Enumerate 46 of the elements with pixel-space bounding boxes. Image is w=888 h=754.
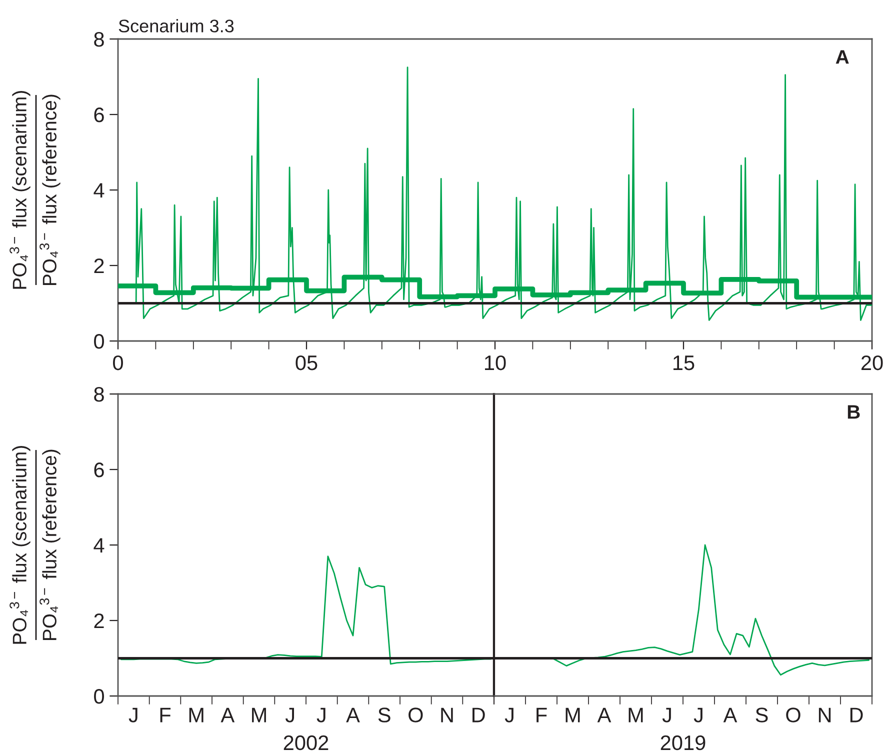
x-tick-label: A [597,708,612,722]
x-tick-label: N [818,708,831,722]
x-tick-label: D [850,708,863,722]
x-axis-title: 2002 [284,735,328,750]
x-tick-label: S [756,708,768,722]
x-tick-label: M [252,708,266,722]
text: PO₄$^{3−}$ flux (scenarium) PO₄$^{3−}$ flux (reference) [10,446,60,644]
y-tick-label: 6 [94,108,104,122]
x-tick-label: F [160,708,171,722]
x-tick-label: J [316,708,326,722]
y-tick-label: 6 [94,462,104,478]
y-tick-label: 2 [94,258,104,274]
chart-title: Scenarium 3.3 [118,19,234,32]
x-tick-label: M [628,708,643,722]
x-tick-label: 20 [861,355,883,370]
x-tick-label: J [128,708,138,722]
x-tick-label: A [220,708,235,722]
x-tick-label: F [536,708,547,722]
y-tick-label: 4 [94,538,104,553]
x-axis-title: 2019 [660,735,706,750]
y-tick-label: 8 [94,387,104,402]
y-tick-label: 0 [94,689,104,704]
x-tick-label: A [346,708,360,722]
x-tick-label: 10 [485,355,506,370]
y-tick-label: 0 [94,334,104,349]
y-tick-label: 8 [94,32,104,47]
text: PO₄$^{3−}$ flux (scenarium) PO₄$^{3−}$ flux (reference) [10,91,60,289]
x-tick-label: 15 [674,356,694,370]
annotation: A [836,50,849,64]
x-tick-label: J [662,708,671,722]
x-tick-label: N [441,708,453,722]
x-tick-label: 0 [113,355,123,370]
x-tick-label: D [472,708,485,722]
x-tick-label: S [378,708,390,722]
x-tick-label: 05 [296,355,318,370]
x-tick-label: J [285,708,294,722]
x-tick-label: J [504,708,514,722]
x-tick-label: O [408,708,423,722]
x-tick-label: M [566,708,580,722]
annotation: B [848,405,860,419]
x-tick-label: J [694,708,702,722]
x-tick-label: O [786,708,800,722]
x-tick-label: M [189,708,204,722]
x-tick-label: A [723,708,738,722]
y-tick-label: 4 [94,183,104,198]
y-tick-label: 2 [94,614,104,628]
